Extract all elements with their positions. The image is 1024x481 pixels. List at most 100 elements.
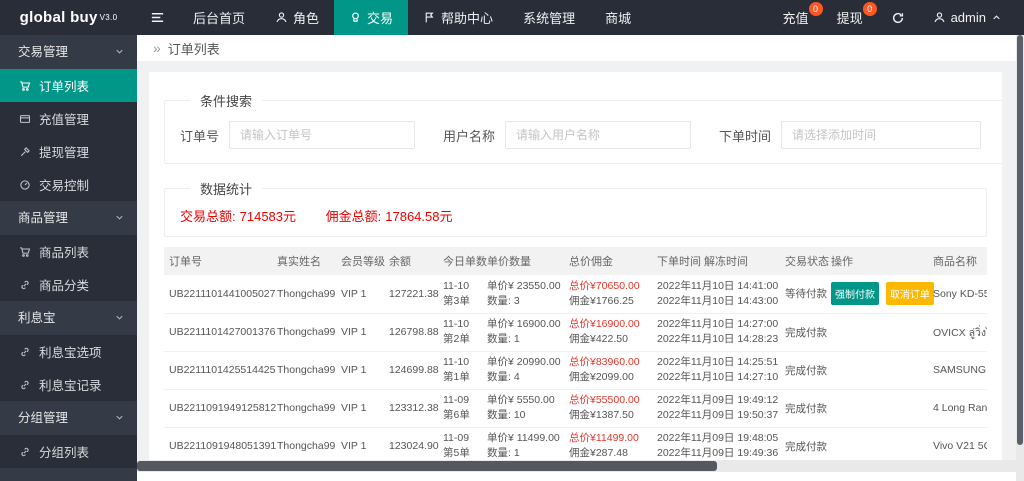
cell-order-no: UB2211091949125812 [164,389,276,428]
order-no-input[interactable] [229,121,416,149]
total-commission-label: 佣金总额: [325,209,382,224]
group-label: 交易管理 [18,45,69,59]
cell-order-no: UB2211101427001376 [164,313,275,352]
breadcrumb: » 订单列表 [137,35,1016,61]
cell-total-commission: 总价¥70650.00 佣金¥1766.25 [564,275,652,314]
nav-label: 商城 [605,11,632,26]
search-panel: 条件搜索 订单号 用户名称 下单时间 搜索 [164,91,1002,164]
sidebar-toggle-button[interactable] [137,0,178,35]
nav-item-dashboard[interactable]: 后台首页 [178,0,260,35]
cell-level: VIP 1 [336,427,384,466]
cell-total-commission: 总价¥83960.00 佣金¥2099.00 [564,351,652,390]
sidebar-item-group-list[interactable]: 分组列表 [0,435,137,468]
sidebar-item-interest-records[interactable]: 利息宝记录 [0,368,137,401]
cell-times: 2022年11月09日 19:48:05 2022年11月09日 19:49:36 [652,427,780,466]
cell-status: 完成付款 [780,351,827,390]
cell-product: 4 Long Range Walkie Ta [928,389,987,428]
content-card: 条件搜索 订单号 用户名称 下单时间 搜索 [149,72,1002,470]
col-status: 交易状态 [780,247,829,275]
sidebar-item-label: 提现管理 [39,146,90,160]
nav-item-trade[interactable]: 交易 [334,0,409,35]
order-no-field: 订单号 [180,121,416,149]
cart-icon [20,246,31,257]
order-time-input[interactable] [781,121,982,149]
sidebar-item-label: 商品列表 [39,246,90,260]
cell-order-no: UB2211101425514425 [164,351,275,390]
cell-times: 2022年11月10日 14:27:00 2022年11月10日 14:28:23 [652,313,780,352]
nav-item-roles[interactable]: 角色 [260,0,334,35]
stats-panel: 数据统计 交易总额: 714583元 佣金总额: 17864.58元 [164,179,987,237]
username-input[interactable] [505,121,692,149]
nav-item-system[interactable]: 系统管理 [508,0,590,35]
sidebar-group-group-management[interactable]: 分组管理 [0,401,137,435]
sidebar-item-label: 利息宝记录 [39,379,102,393]
search-row: 订单号 用户名称 下单时间 搜索 [180,120,1002,150]
chevron-down-icon [116,415,123,420]
sidebar-item-order-list[interactable]: 订单列表 [0,69,137,102]
card-icon [19,114,31,123]
withdraw-button[interactable]: 提现 0 [823,0,877,35]
cell-order-no: UB2211091948051391 [164,427,276,466]
sidebar-group-product-management[interactable]: 商品管理 [0,201,137,235]
cell-times: 2022年11月09日 19:49:12 2022年11月09日 19:50:37 [652,389,780,428]
orders-table-wrap: 订单号 真实姓名 会员等级 余额 今日单数 单价数量 总价佣金 下单时间 解冻时… [164,247,987,470]
link-icon [21,280,29,289]
cell-level: VIP 1 [336,275,384,314]
username: admin [950,10,986,25]
link-icon [21,380,29,389]
refresh-button[interactable] [877,0,919,35]
cell-today: 11-10 第1单 [438,351,482,390]
cell-level: VIP 1 [336,389,384,428]
cell-today: 11-10 第3单 [438,275,482,314]
cell-actions: 强制付款 取消订单 [826,275,934,314]
nav-item-help-center[interactable]: 帮助中心 [408,0,508,35]
cell-unit-qty: 单价¥ 20990.00 数量: 4 [482,351,564,390]
sidebar-item-product-list[interactable]: 商品列表 [0,235,137,268]
vertical-scrollbar[interactable] [1016,35,1024,481]
sidebar: 交易管理 订单列表 充值管理 提现管理 交易控制 商品管理 商品列表 商品分类 … [0,35,137,481]
cell-total-commission: 总价¥11499.00 佣金¥287.48 [564,427,652,466]
nav-item-mall[interactable]: 商城 [590,0,646,35]
sidebar-item-interest-options[interactable]: 利息宝选项 [0,335,137,368]
user-menu[interactable]: admin [919,0,1016,35]
nav-label: 交易 [367,11,394,26]
horizontal-scrollbar-thumb[interactable] [137,461,718,471]
force-pay-button[interactable]: 强制付款 [831,282,879,306]
link-icon [21,447,29,456]
cell-unit-qty: 单价¥ 16900.00 数量: 1 [482,313,564,352]
cell-actions [826,351,928,390]
breadcrumb-separator: » [153,40,161,56]
sidebar-item-product-category[interactable]: 商品分类 [0,268,137,301]
chevron-up-icon [993,15,1000,20]
cell-real-name: Thongcha99 [272,389,336,428]
cell-product: Sony KD-55X80J (55 นิ้ว) [928,275,987,314]
vertical-scrollbar-thumb[interactable] [1017,35,1023,446]
cell-today: 11-09 第5单 [438,427,482,466]
cart-icon [20,80,31,91]
sidebar-group-trade-management[interactable]: 交易管理 [0,35,137,69]
recharge-button[interactable]: 充值 0 [769,0,823,35]
header-right: 充值 0 提现 0 admin [769,0,1024,35]
sidebar-item-recharge-management[interactable]: 充值管理 [0,102,137,135]
cell-real-name: Thongcha99 [272,351,336,390]
chevron-down-icon [116,315,123,320]
cell-unit-qty: 单价¥ 11499.00 数量: 1 [482,427,564,466]
horizontal-scrollbar[interactable] [137,460,1016,472]
withdraw-badge: 0 [862,2,877,16]
sidebar-item-trade-control[interactable]: 交易控制 [0,168,137,201]
order-time-label: 下单时间 [719,128,772,144]
col-times: 下单时间 解冻时间 [652,247,780,275]
cell-today: 11-10 第2单 [438,313,482,352]
total-commission-stat: 佣金总额: 17864.58元 [326,209,453,224]
cancel-order-button[interactable]: 取消订单 [885,282,934,306]
sidebar-group-interest-treasure[interactable]: 利息宝 [0,301,137,335]
sidebar-item-label: 充值管理 [39,113,90,127]
sidebar-item-label: 商品分类 [39,279,90,293]
username-label: 用户名称 [443,128,496,144]
gavel-icon [20,146,30,156]
recharge-badge: 0 [808,2,823,16]
col-product: 商品名称 [928,247,987,275]
col-actions: 操作 [826,247,928,275]
sidebar-item-withdraw-management[interactable]: 提现管理 [0,135,137,168]
top-header: global buy V3.0 后台首页 角色 交易 帮助中心 系统管理 商城 … [0,0,1024,35]
